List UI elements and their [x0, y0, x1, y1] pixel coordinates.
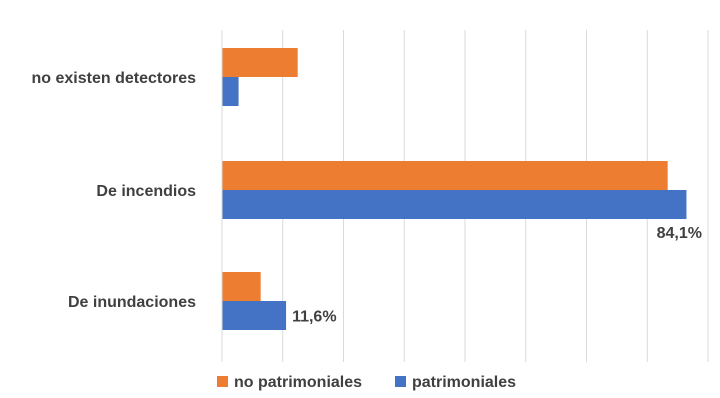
legend-label: no patrimoniales	[234, 374, 362, 391]
bar-no-patrimoniales-2	[222, 272, 261, 301]
bar-patrimoniales-2	[222, 301, 287, 330]
legend-label: patrimoniales	[412, 374, 516, 391]
bar-patrimoniales-1	[222, 190, 687, 219]
data-label: 84,1%	[657, 225, 702, 242]
legend: no patrimoniales patrimoniales	[217, 374, 516, 391]
axes: no existen detectores De incendios De inun…	[32, 30, 223, 362]
bar-patrimoniales-0	[222, 77, 239, 106]
category-label: no existen detectores	[32, 70, 197, 87]
bars	[222, 48, 687, 330]
category-label: De inundaciones	[68, 294, 196, 311]
category-label: De incendios	[96, 183, 196, 200]
data-label: 11,6%	[292, 309, 336, 326]
legend-item-no-patrimoniales: no patrimoniales	[217, 374, 362, 391]
bar-no-patrimoniales-0	[222, 48, 298, 77]
legend-swatch	[217, 376, 228, 387]
labels: 84,1% 11,6%	[292, 225, 702, 326]
legend-item-patrimoniales: patrimoniales	[395, 374, 516, 391]
bar-no-patrimoniales-1	[222, 161, 668, 190]
legend-swatch	[395, 376, 406, 387]
